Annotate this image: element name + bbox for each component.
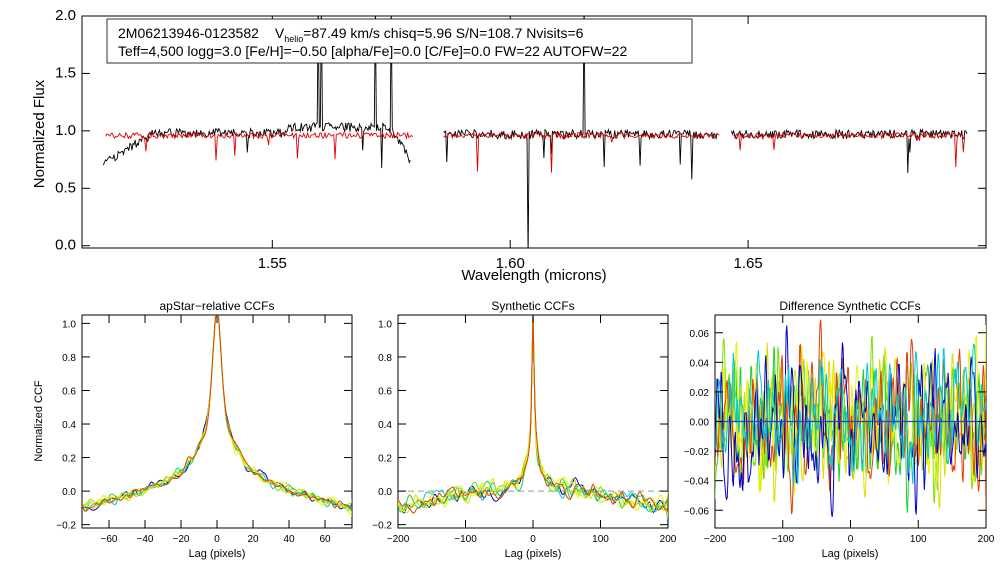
- difference-ccf-series-line: [715, 342, 986, 485]
- header-box: [106, 18, 693, 64]
- apstar-ccf-xtick-label: −60: [101, 534, 118, 545]
- synthetic-ccf-ticks: −200 −100 0 100 200 −0.2 0.0 0.2 0.4 0.6 0.8 1.0: [372, 315, 677, 545]
- difference-ccf-xtick-label: −100: [771, 534, 794, 545]
- header-v-prefix: V: [275, 25, 285, 41]
- header-v-sub: helio: [284, 34, 303, 44]
- apstar-ccf-ytick-label: 0.4: [62, 420, 76, 431]
- spectrum-xtick-label: 1.55: [258, 255, 287, 272]
- apstar-ccf-xtick-label: 60: [319, 534, 331, 545]
- synthetic-ccf-ytick-label: 1.0: [378, 319, 392, 330]
- header-line-2: Teff=4,500 logg=3.0 [Fe/H]=−0.50 [alpha/…: [118, 43, 627, 59]
- spectrum-xtick-label: 1.60: [496, 255, 525, 272]
- synthetic-ccf-lines: [398, 315, 668, 525]
- apstar-ccf-series-line: [82, 315, 352, 514]
- synthetic-ccf-xtick-label: −100: [454, 534, 477, 545]
- apstar-ccf-series-line: [82, 315, 352, 517]
- apstar-ccf-ticks: −60 −40 −20 0 20 40 60 −0.2 0.0 0.2 0.4 0.6 0.8 1.0: [56, 315, 352, 545]
- spectrum-model-line: [105, 130, 966, 173]
- synthetic-ccf-ytick-label: 0.4: [378, 420, 392, 431]
- synthetic-ccf-xtick-label: 200: [660, 534, 677, 545]
- apstar-ccf-series-line: [82, 315, 352, 512]
- difference-ccf-ytick-label: −0.06: [684, 506, 710, 517]
- difference-ccf-ytick-label: 0.02: [690, 388, 710, 399]
- synthetic-ccf-series-line: [398, 315, 668, 514]
- difference-ccf-ytick-label: 0.04: [690, 358, 710, 369]
- synthetic-ccf-ytick-label: 0.8: [378, 353, 392, 364]
- synthetic-ccf-ytick-label: 0.0: [378, 487, 392, 498]
- synthetic-ccf-xtick-label: 100: [592, 534, 609, 545]
- synthetic-ccf-xlabel: Lag (pixels): [505, 548, 562, 560]
- spectrum-xtick-label: 1.65: [734, 255, 763, 272]
- spectrum-lines: [102, 16, 968, 248]
- synthetic-ccf-xtick-label: −200: [387, 534, 410, 545]
- spectrum-axis-ticks: 1.55 1.60 1.65 0.0 0.5 1.0 1.5 2.0: [55, 7, 986, 272]
- difference-ccf-panel: −200 −100 0 100 200 −0.06 −0.04 −0.02 0.00 0.02 0.…: [684, 299, 995, 560]
- apstar-ccf-clip-group: [82, 315, 352, 517]
- synthetic-ccf-series-line: [398, 315, 668, 518]
- synthetic-ccf-ytick-label: 0.6: [378, 386, 392, 397]
- spectrum-ytick-label: 0.5: [55, 179, 76, 196]
- difference-ccf-xtick-label: 0: [848, 534, 854, 545]
- difference-ccf-clip-group: [715, 319, 986, 517]
- spectrum-ytick-label: 1.0: [55, 122, 76, 139]
- apstar-ccf-xtick-label: 40: [283, 534, 295, 545]
- difference-ccf-ytick-label: 0.06: [690, 329, 710, 340]
- difference-ccf-series-line: [715, 325, 986, 517]
- difference-ccf-xlabel: Lag (pixels): [822, 548, 879, 560]
- synthetic-ccf-clip-group: [398, 315, 668, 525]
- header-line-1-rest: =87.49 km/s chisq=5.96 S/N=108.7 Nvisits…: [303, 25, 583, 41]
- synthetic-ccf-title: Synthetic CCFs: [491, 299, 574, 313]
- difference-ccf-xtick-label: 100: [910, 534, 927, 545]
- apstar-ccf-series-line: [82, 315, 352, 508]
- apstar-ccf-xtick-label: 20: [247, 534, 259, 545]
- synthetic-ccf-series-line: [398, 315, 668, 514]
- apstar-ccf-xtick-label: −20: [173, 534, 190, 545]
- apstar-ccf-series-line: [82, 315, 352, 512]
- difference-ccf-xtick-label: 200: [978, 534, 995, 545]
- spectrum-ytick-label: 2.0: [55, 7, 76, 24]
- apstar-ccf-ytick-label: 0.2: [62, 454, 76, 465]
- difference-ccf-ytick-label: −0.02: [684, 447, 710, 458]
- apstar-ccf-ytick-label: 0.8: [62, 353, 76, 364]
- synthetic-ccf-panel: −200 −100 0 100 200 −0.2 0.0 0.2 0.4 0.6 0.8 1.0 Sy…: [372, 299, 677, 560]
- difference-ccf-ytick-label: −0.04: [684, 477, 710, 488]
- apstar-ccf-ytick-label: −0.2: [56, 521, 76, 532]
- spectrum-xlabel: Wavelength (microns): [461, 267, 606, 284]
- apstar-ccf-ylabel: Normalized CCF: [33, 380, 45, 462]
- apstar-ccf-ytick-label: 0.0: [62, 487, 76, 498]
- apstar-ccf-xtick-label: 0: [214, 534, 220, 545]
- difference-ccf-xtick-label: −200: [704, 534, 727, 545]
- apstar-ccf-ytick-label: 0.6: [62, 386, 76, 397]
- spectrum-panel: 1.55 1.60 1.65 0.0 0.5 1.0 1.5 2.0 2M06213946-0…: [31, 7, 987, 284]
- apstar-ccf-lines: [82, 315, 352, 517]
- apstar-ccf-title: apStar−relative CCFs: [159, 299, 274, 313]
- synthetic-ccf-series-line: [398, 315, 668, 512]
- synthetic-ccf-series-line: [398, 315, 668, 514]
- spectrum-ytick-label: 0.0: [55, 237, 76, 254]
- synthetic-ccf-xtick-label: 0: [530, 534, 536, 545]
- apstar-ccf-series-line: [82, 315, 352, 511]
- apstar-ccf-ytick-label: 1.0: [62, 319, 76, 330]
- synthetic-ccf-ytick-label: −0.2: [372, 521, 392, 532]
- spectrum-ylabel: Normalized Flux: [31, 79, 48, 188]
- difference-ccf-lines: [715, 319, 986, 517]
- spectrum-ytick-label: 1.5: [55, 64, 76, 81]
- apstar-ccf-xlabel: Lag (pixels): [189, 548, 246, 560]
- synthetic-ccf-series-line: [398, 315, 668, 525]
- difference-ccf-ticks: −200 −100 0 100 200 −0.06 −0.04 −0.02 0.00 0.02 0.…: [684, 315, 995, 545]
- difference-ccf-ytick-label: 0.00: [690, 418, 710, 429]
- header-star-id: 2M06213946-0123582: [118, 25, 259, 41]
- header-line-1: 2M06213946-0123582 Vhelio=87.49 km/s chis…: [118, 25, 584, 44]
- apstar-ccf-panel: −60 −40 −20 0 20 40 60 −0.2 0.0 0.2 0.4 0.6 0.8 1.0 a…: [33, 299, 353, 560]
- synthetic-ccf-series-line: [398, 315, 668, 514]
- difference-ccf-title: Difference Synthetic CCFs: [779, 299, 920, 313]
- apstar-ccf-series-line: [82, 315, 352, 511]
- apstar-ccf-xtick-label: −40: [137, 534, 154, 545]
- spectrum-clip-group: [102, 16, 968, 248]
- synthetic-ccf-ytick-label: 0.2: [378, 454, 392, 465]
- spectrum-plot-frame: [81, 15, 987, 249]
